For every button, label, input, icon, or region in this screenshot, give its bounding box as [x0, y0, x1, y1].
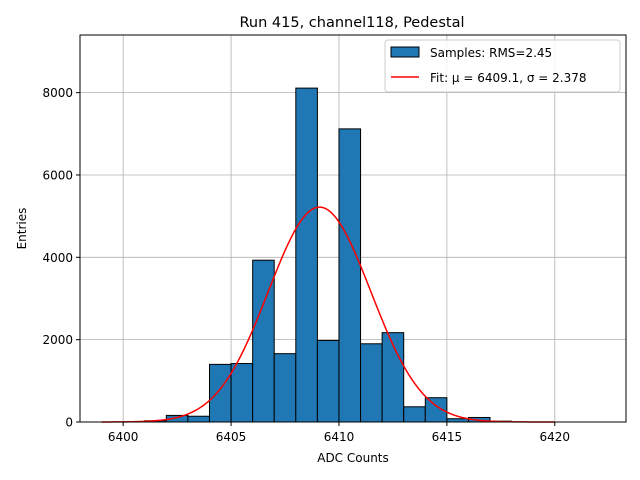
histogram-bar: [316, 339, 340, 423]
x-tick-label: 6405: [216, 430, 247, 444]
histogram-bar: [403, 406, 426, 423]
histogram-bar: [360, 343, 383, 423]
x-tick-label: 6420: [540, 430, 571, 444]
y-tick-label: 6000: [42, 168, 73, 182]
x-tick-label: 6410: [324, 430, 355, 444]
y-axis-label: Entries: [15, 208, 29, 250]
legend: Samples: RMS=2.45 Fit: μ = 6409.1, σ = 2…: [384, 39, 621, 93]
fit-curve: [101, 206, 555, 423]
legend-swatch-samples: [390, 46, 420, 58]
histogram-bar: [273, 353, 297, 423]
x-tick-label: 6400: [108, 430, 139, 444]
y-tick-label: 4000: [42, 251, 73, 265]
histogram-bar: [230, 363, 254, 423]
histogram-bar: [208, 363, 232, 423]
histogram-bar: [187, 415, 210, 423]
chart-title: Run 415, channel118, Pedestal: [239, 15, 464, 31]
x-axis-label: ADC Counts: [317, 451, 389, 465]
plot-frame: [79, 34, 627, 423]
x-axis-ticks: 6400 6405 6410 6415 6420: [108, 422, 570, 444]
y-axis-ticks: 0 2000 4000 6000 8000: [42, 86, 80, 430]
x-tick-label: 6415: [432, 430, 463, 444]
y-tick-label: 8000: [42, 86, 73, 100]
histogram-bar: [295, 87, 318, 423]
histogram-bar: [338, 128, 362, 423]
y-tick-label: 0: [65, 416, 73, 430]
legend-label-fit: Fit: μ = 6409.1, σ = 2.378: [430, 71, 587, 85]
y-tick-label: 2000: [42, 333, 73, 347]
legend-box: [384, 39, 621, 93]
legend-label-samples: Samples: RMS=2.45: [430, 46, 552, 60]
